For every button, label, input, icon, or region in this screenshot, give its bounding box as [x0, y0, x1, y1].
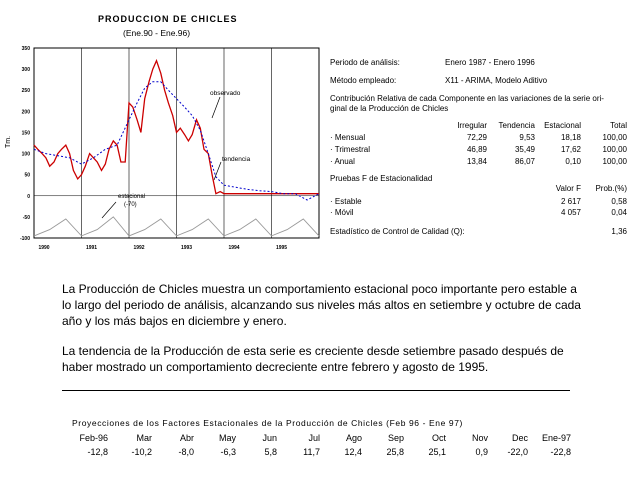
projection-value: -8,0 — [178, 447, 194, 457]
projection-value: 12,4 — [344, 447, 362, 457]
y-tick-label: -100 — [20, 236, 30, 242]
projection-value: -6,3 — [220, 447, 236, 457]
pruebas-header: Valor F — [555, 184, 581, 193]
y-axis-ticks: 350 300 250 200 150 100 50 0 -50 -100 — [20, 46, 30, 242]
pruebas-cell: 2 617 — [560, 197, 581, 206]
projection-value: 0,9 — [475, 447, 488, 457]
projection-month: Oct — [431, 433, 446, 443]
annotation-observado: observado — [210, 90, 241, 97]
projection-value: -22,8 — [550, 447, 571, 457]
y-tick-label: -50 — [23, 215, 30, 221]
x-tick-label: 1994 — [228, 245, 239, 251]
pruebas-cell: 4 057 — [560, 208, 581, 217]
y-axis-label: Tm. — [5, 136, 12, 148]
x-tick-label: 1990 — [38, 245, 49, 251]
annotation-arrow — [211, 96, 221, 119]
projection-month: Ago — [345, 433, 362, 443]
metodo-label: Método empleado: — [330, 76, 397, 85]
projection-month: Abr — [179, 433, 194, 443]
projection-month: May — [218, 433, 236, 443]
y-tick-label: 300 — [22, 67, 31, 73]
contrib-cell: 100,00 — [602, 157, 627, 166]
pruebas-header: Prob.(%) — [595, 184, 627, 193]
x-axis-ticks: 1990 1991 1992 1993 1994 1995 — [38, 245, 287, 251]
pruebas-cell: 0,58 — [611, 197, 627, 206]
grid-lines — [34, 48, 319, 238]
contrib-cell: 17,62 — [560, 145, 581, 154]
contrib-line1: Contribución Relativa de cada Componente… — [330, 94, 604, 103]
periodo-label: Periodo de análisis: — [330, 58, 400, 67]
annotation-estacional-scale: (-70) — [124, 202, 137, 208]
pruebas-row-label: · Móvil — [330, 208, 354, 217]
projection-month: Jun — [262, 433, 277, 443]
x-tick-label: 1991 — [86, 245, 97, 251]
contrib-cell: 0,10 — [565, 157, 581, 166]
annotation-tendencia: tendencia — [222, 156, 251, 163]
projection-value: -22,0 — [507, 447, 528, 457]
paragraph-estacional: La Producción de Chicles muestra un comp… — [62, 282, 581, 328]
y-tick-label: 250 — [22, 88, 31, 94]
y-tick-label: 100 — [22, 152, 31, 158]
projection-value: 5,8 — [264, 447, 277, 457]
contrib-row-label: · Trimestral — [330, 145, 370, 154]
series-lines — [33, 58, 320, 237]
contrib-cell: 72,29 — [466, 133, 487, 142]
pruebas-row-label: · Estable — [330, 197, 362, 206]
projection-value: 25,8 — [386, 447, 404, 457]
contrib-line2: ginal de la Producción de Chicles — [330, 104, 449, 113]
x-tick-label: 1993 — [181, 245, 192, 251]
projection-value: -10,2 — [131, 447, 152, 457]
series-observado — [33, 58, 319, 195]
projection-value: 11,7 — [303, 447, 320, 457]
pruebas-cell: 0,04 — [611, 208, 627, 217]
contrib-header: Total — [610, 121, 627, 130]
contrib-header: Irregular — [457, 121, 487, 130]
y-tick-label: 150 — [22, 130, 31, 136]
divider — [62, 390, 570, 391]
contrib-cell: 35,49 — [514, 145, 535, 154]
contrib-cell: 86,07 — [514, 157, 535, 166]
contrib-row-label: · Mensual — [330, 133, 366, 142]
contrib-cell: 13,84 — [466, 157, 487, 166]
paragraph-tendencia: La tendencia de la Producción de esta se… — [62, 344, 564, 374]
projection-value: 25,1 — [428, 447, 446, 457]
y-tick-label: 350 — [22, 46, 31, 52]
x-tick-label: 1995 — [276, 245, 287, 251]
contrib-header: Tendencia — [498, 121, 535, 130]
contrib-header: Estacional — [544, 121, 581, 130]
annotation-arrow — [213, 161, 222, 181]
calidad-label: Estadístico de Control de Calidad (Q): — [330, 227, 465, 236]
chart-subtitle: (Ene.90 - Ene.96) — [123, 28, 191, 38]
projection-value: -12,8 — [87, 447, 108, 457]
periodo-value: Enero 1987 - Enero 1996 — [445, 58, 535, 67]
y-tick-label: 200 — [22, 109, 31, 115]
series-estacional — [33, 216, 320, 237]
projection-month: Sep — [387, 433, 404, 443]
contrib-cell: 9,53 — [519, 133, 535, 142]
y-tick-label: 0 — [27, 194, 30, 200]
pruebas-label: Pruebas F de Estacionalidad — [330, 174, 433, 183]
x-tick-label: 1992 — [133, 245, 144, 251]
contrib-row-label: · Anual — [330, 157, 355, 166]
chart-title: PRODUCCION DE CHICLES — [98, 14, 238, 24]
projection-month: Ene-97 — [541, 433, 571, 443]
contrib-cell: 100,00 — [602, 145, 627, 154]
projection-month: Nov — [471, 433, 488, 443]
projection-month: Feb-96 — [79, 433, 108, 443]
metodo-value: X11 - ARIMA, Modelo Aditivo — [445, 76, 548, 85]
y-tick-label: 50 — [24, 173, 30, 179]
contrib-cell: 46,89 — [466, 145, 487, 154]
series-tendencia — [33, 81, 320, 201]
projection-month: Jul — [308, 433, 320, 443]
annotation-arrow — [101, 201, 117, 219]
annotation-estacional: estacional — [118, 194, 145, 200]
calidad-value: 1,36 — [611, 227, 627, 236]
contrib-cell: 100,00 — [602, 133, 627, 142]
projection-month: Dec — [511, 433, 528, 443]
projection-month: Mar — [136, 433, 153, 443]
projections-title: Proyecciones de los Factores Estacionale… — [72, 418, 463, 428]
contrib-cell: 18,18 — [560, 133, 581, 142]
